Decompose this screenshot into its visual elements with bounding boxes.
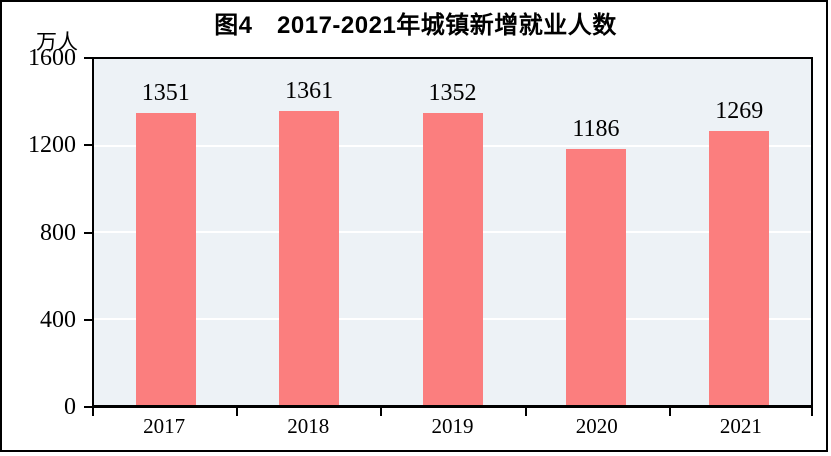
plot-area: 1351 1361 1352 1186 1269 <box>92 57 813 408</box>
bar-value-label-2018: 1361 <box>285 77 334 104</box>
x-category-label-2018: 2018 <box>287 414 330 438</box>
bar-2021 <box>709 130 770 405</box>
chart-title: 图4 2017-2021年城镇新增就业人数 <box>214 12 617 39</box>
bar-value-label-2021: 1269 <box>715 97 764 124</box>
x-category-label-2020: 2020 <box>575 414 618 438</box>
x-tick-mark-0 <box>92 408 94 416</box>
y-tick-mark-1600 <box>84 57 92 59</box>
x-category-label-2021: 2021 <box>719 414 762 438</box>
bar-2018 <box>279 110 340 405</box>
bar-2019 <box>422 112 483 405</box>
bar-value-label-2017: 1351 <box>141 79 190 106</box>
y-tick-label-800: 800 <box>40 219 76 246</box>
x-tick-mark-5 <box>811 408 813 416</box>
y-tick-mark-800 <box>84 231 92 234</box>
x-category-label-2017: 2017 <box>143 414 186 438</box>
y-tick-mark-1200 <box>84 144 92 147</box>
x-tick-mark-1 <box>236 408 239 416</box>
x-tick-mark-2 <box>380 408 383 416</box>
x-category-label-2019: 2019 <box>431 414 474 438</box>
y-axis-unit-label: 万人 <box>36 30 78 54</box>
bar-value-label-2019: 1352 <box>428 79 477 106</box>
y-tick-label-400: 400 <box>40 306 76 333</box>
bar-2017 <box>135 112 196 405</box>
y-tick-mark-0 <box>84 406 92 408</box>
x-tick-mark-3 <box>524 408 527 416</box>
bar-2020 <box>565 148 626 405</box>
y-tick-label-1600: 1600 <box>28 45 76 71</box>
y-tick-label-1200: 1200 <box>28 132 76 159</box>
y-tick-label-0: 0 <box>64 394 76 420</box>
y-tick-mark-400 <box>84 318 92 321</box>
bar-value-label-2020: 1186 <box>572 115 620 142</box>
x-tick-mark-4 <box>668 408 671 416</box>
